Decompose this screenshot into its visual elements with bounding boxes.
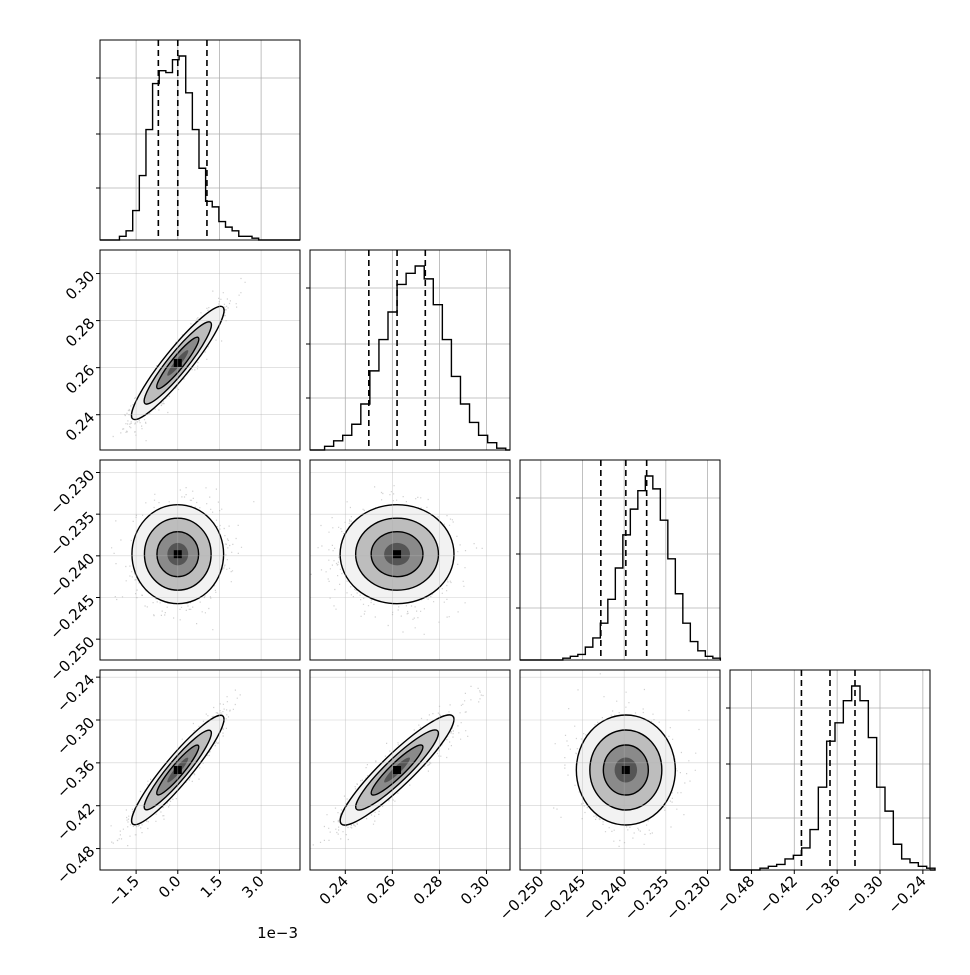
x-tick-label: 0.0	[155, 872, 185, 902]
hist-panel-1	[306, 249, 511, 451]
hist-panel-3	[726, 669, 936, 871]
scatter-panel-3-1	[309, 669, 511, 871]
x-tick-label: −0.42	[756, 872, 801, 917]
panel-frame	[729, 669, 931, 871]
y-tick-label: 0.24	[62, 408, 98, 444]
y-tick-label: −0.36	[53, 756, 98, 801]
hist-panel-2	[516, 459, 722, 661]
panel-bg	[310, 250, 510, 450]
x-tick-label: −0.30	[842, 872, 887, 917]
density-peak	[393, 766, 402, 774]
scatter-panel-2-1	[309, 459, 511, 661]
histogram-2	[520, 475, 722, 661]
panel-frame	[99, 39, 301, 241]
scatter-panel-1-0	[99, 249, 301, 451]
x-tick-label: 3.0	[238, 872, 268, 902]
panel-frame	[99, 459, 301, 661]
x-tick-label: −0.36	[799, 872, 844, 917]
histogram-0	[100, 55, 300, 241]
y-tick-label: −0.30	[53, 714, 98, 759]
x-tick-label: 0.28	[410, 872, 446, 908]
panel-bg	[100, 670, 300, 870]
y-tick-label: 0.30	[62, 267, 98, 303]
hist-panel-0	[96, 39, 301, 241]
panel-frame	[99, 249, 301, 451]
panel-frame	[309, 459, 511, 661]
scatter-panel-3-0	[99, 669, 301, 871]
y-tick-label: 0.28	[62, 314, 98, 350]
x-tick-label: −1.5	[104, 872, 142, 910]
panel-content	[553, 673, 700, 847]
x-tick-label: 0.26	[363, 872, 399, 908]
x-tick-label: −0.235	[621, 872, 673, 924]
panel-content	[310, 485, 483, 635]
histogram-1	[310, 265, 510, 451]
panel-bg	[520, 460, 720, 660]
x-tick-label: −0.24	[884, 872, 929, 917]
scatter-panel-2-0	[99, 459, 301, 661]
x-tick-label: 0.30	[457, 872, 493, 908]
panel-frame	[309, 669, 511, 871]
y-tick-label: −0.230	[46, 466, 98, 518]
y-tick-label: −0.235	[46, 508, 98, 560]
panel-frame	[519, 459, 721, 661]
x-tick-label: −0.250	[496, 872, 548, 924]
y-tick-label: −0.42	[53, 799, 98, 844]
histogram-3	[730, 685, 936, 871]
y-tick-label: −0.48	[53, 842, 98, 887]
y-tick-label: 0.26	[62, 361, 98, 397]
panel-content	[312, 685, 484, 846]
density-peak	[621, 766, 630, 774]
density-peak	[393, 550, 402, 559]
x-tick-label: 0.24	[316, 872, 352, 908]
x-tick-label: −0.245	[537, 872, 589, 924]
y-tick-label: −0.240	[46, 549, 98, 601]
panel-bg	[100, 40, 300, 240]
panel-frame	[309, 249, 511, 451]
x-tick-label: 1.5	[197, 872, 227, 902]
y-tick-label: −0.245	[46, 591, 98, 643]
panel-frame	[519, 669, 721, 871]
x-offset-label: 1e−3	[257, 924, 298, 942]
panel-frame	[99, 669, 301, 871]
scatter-panel-3-2	[519, 669, 721, 871]
x-tick-label: −0.48	[713, 872, 758, 917]
x-tick-label: −0.230	[662, 872, 714, 924]
x-tick-label: −0.240	[579, 872, 631, 924]
